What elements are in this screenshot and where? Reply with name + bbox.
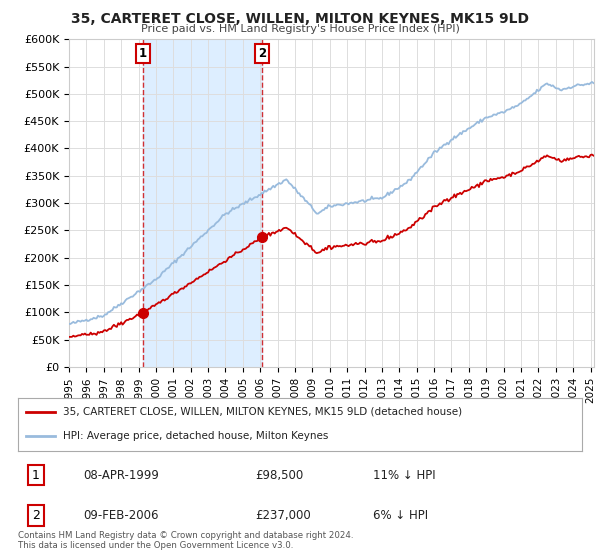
Bar xyxy=(143,39,262,367)
Text: 09-FEB-2006: 09-FEB-2006 xyxy=(83,509,158,522)
Text: 1: 1 xyxy=(32,469,40,482)
Text: 35, CARTERET CLOSE, WILLEN, MILTON KEYNES, MK15 9LD (detached house): 35, CARTERET CLOSE, WILLEN, MILTON KEYNE… xyxy=(63,407,462,417)
Text: £237,000: £237,000 xyxy=(255,509,311,522)
Text: 11% ↓ HPI: 11% ↓ HPI xyxy=(373,469,436,482)
Text: 35, CARTERET CLOSE, WILLEN, MILTON KEYNES, MK15 9LD: 35, CARTERET CLOSE, WILLEN, MILTON KEYNE… xyxy=(71,12,529,26)
Text: Contains HM Land Registry data © Crown copyright and database right 2024.
This d: Contains HM Land Registry data © Crown c… xyxy=(18,530,353,550)
Text: 08-APR-1999: 08-APR-1999 xyxy=(83,469,159,482)
Text: 2: 2 xyxy=(258,48,266,60)
Text: 1: 1 xyxy=(139,48,147,60)
Text: £98,500: £98,500 xyxy=(255,469,303,482)
Text: 6% ↓ HPI: 6% ↓ HPI xyxy=(373,509,428,522)
Text: 2: 2 xyxy=(32,509,40,522)
Text: Price paid vs. HM Land Registry's House Price Index (HPI): Price paid vs. HM Land Registry's House … xyxy=(140,24,460,34)
Text: HPI: Average price, detached house, Milton Keynes: HPI: Average price, detached house, Milt… xyxy=(63,431,328,441)
